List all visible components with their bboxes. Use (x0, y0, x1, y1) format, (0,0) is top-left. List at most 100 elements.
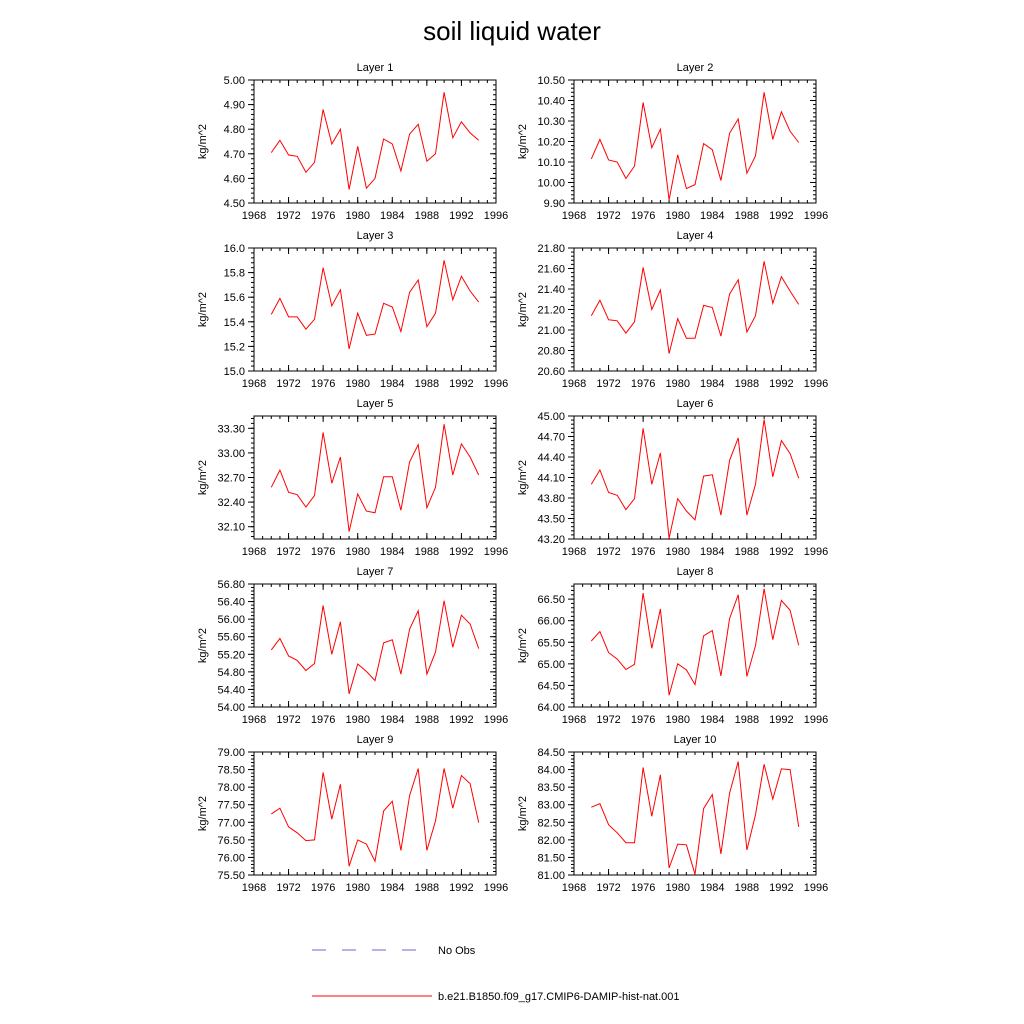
x-tick-label: 1980 (345, 210, 369, 222)
series-line (590, 419, 800, 539)
x-tick-label: 1992 (449, 714, 473, 726)
y-axis-label: kg/m^2 (197, 628, 209, 663)
x-tick-label: 1988 (415, 882, 439, 894)
series-line (590, 588, 800, 696)
x-tick-label: 1992 (449, 378, 473, 390)
y-tick-label: 15.8 (224, 268, 245, 280)
x-tick-label: 1996 (804, 546, 828, 558)
panel-layer-7: Layer 7 kg/m^2 1968 1972 1976 1980 1984 1988 199… (197, 566, 508, 726)
y-tick-label: 10.30 (537, 116, 565, 128)
y-tick-label: 66.00 (537, 616, 565, 628)
x-tick-label: 1992 (449, 210, 473, 222)
x-tick-label: 1976 (631, 714, 655, 726)
x-tick-label: 1996 (804, 378, 828, 390)
y-tick-label: 79.00 (217, 747, 245, 759)
x-tick-label: 1972 (276, 210, 300, 222)
y-tick-label: 43.20 (537, 534, 565, 546)
x-tick-label: 1996 (804, 210, 828, 222)
panel-layer-9: Layer 9 kg/m^2 1968 1972 1976 1980 1984 1988 199… (197, 734, 508, 894)
x-tick-label: 1968 (242, 210, 266, 222)
x-tick-label: 1972 (596, 546, 620, 558)
y-tick-label: 84.50 (537, 747, 565, 759)
x-tick-label: 1980 (345, 546, 369, 558)
x-tick-label: 1972 (276, 378, 300, 390)
x-tick-label: 1972 (596, 882, 620, 894)
y-axis-label: kg/m^2 (517, 124, 529, 159)
y-tick-label: 33.30 (217, 423, 245, 435)
x-tick-label: 1968 (562, 378, 586, 390)
y-tick-label: 56.00 (217, 614, 245, 626)
y-tick-label: 45.00 (537, 411, 565, 423)
series-line (591, 761, 800, 875)
y-tick-label: 54.40 (217, 684, 245, 696)
y-axis-label: kg/m^2 (197, 124, 209, 159)
y-tick-label: 44.70 (537, 432, 565, 444)
x-tick-label: 1980 (665, 210, 689, 222)
x-tick-label: 1984 (700, 882, 724, 894)
x-tick-label: 1984 (380, 378, 404, 390)
x-tick-label: 1980 (345, 882, 369, 894)
y-tick-label: 32.10 (217, 522, 245, 534)
x-tick-label: 1992 (449, 546, 473, 558)
x-tick-label: 1976 (631, 378, 655, 390)
panels: Layer 1 kg/m^2 1968 1972 1976 1980 1984 1988 199… (197, 62, 828, 894)
y-tick-label: 84.00 (537, 765, 565, 777)
x-tick-label: 1976 (311, 210, 335, 222)
panel-title: Layer 5 (357, 398, 394, 410)
panel-title: Layer 4 (677, 230, 714, 242)
y-tick-label: 64.00 (537, 702, 565, 714)
y-tick-label: 9.90 (544, 198, 565, 210)
y-tick-label: 77.50 (217, 800, 245, 812)
y-tick-label: 78.00 (217, 782, 245, 794)
x-tick-label: 1988 (735, 210, 759, 222)
x-tick-label: 1988 (415, 378, 439, 390)
y-tick-label: 4.50 (224, 198, 245, 210)
series-line (271, 768, 480, 867)
legend-label-model: b.e21.B1850.f09_g17.CMIP6-DAMIP-hist-nat… (438, 991, 680, 1003)
x-tick-label: 1980 (665, 882, 689, 894)
plot-frame (573, 583, 817, 708)
y-tick-label: 76.50 (217, 835, 245, 847)
x-tick-label: 1988 (415, 546, 439, 558)
x-tick-label: 1988 (735, 714, 759, 726)
series-line (270, 92, 480, 190)
y-tick-label: 66.50 (537, 594, 565, 606)
x-tick-label: 1996 (804, 882, 828, 894)
panel-title: Layer 9 (357, 734, 394, 746)
panel-title: Layer 8 (677, 566, 714, 578)
x-tick-label: 1972 (596, 378, 620, 390)
x-tick-label: 1968 (242, 714, 266, 726)
x-tick-label: 1996 (484, 714, 508, 726)
y-tick-label: 44.10 (537, 473, 565, 485)
y-tick-label: 4.80 (224, 124, 245, 136)
y-tick-label: 56.40 (217, 597, 245, 609)
x-tick-label: 1976 (311, 882, 335, 894)
y-tick-label: 10.00 (537, 178, 565, 190)
panel-title: Layer 10 (674, 734, 717, 746)
x-tick-label: 1972 (276, 546, 300, 558)
x-tick-label: 1996 (804, 714, 828, 726)
y-tick-label: 56.80 (217, 579, 245, 591)
panel-layer-8: Layer 8 kg/m^2 1968 1972 1976 1980 1984 1988 199… (517, 566, 828, 726)
y-tick-label: 65.50 (537, 637, 565, 649)
x-tick-label: 1996 (484, 210, 508, 222)
y-axis-label: kg/m^2 (197, 796, 209, 831)
y-axis-label: kg/m^2 (517, 628, 529, 663)
plot-frame (573, 247, 817, 372)
panel-layer-1: Layer 1 kg/m^2 1968 1972 1976 1980 1984 1988 199… (197, 62, 508, 222)
panel-layer-6: Layer 6 kg/m^2 1968 1972 1976 1980 1984 1988 199… (517, 398, 828, 558)
legend: No Obs b.e21.B1850.f09_g17.CMIP6-DAMIP-h… (312, 945, 680, 1003)
x-tick-label: 1992 (769, 714, 793, 726)
y-tick-label: 82.00 (537, 835, 565, 847)
y-tick-label: 43.50 (537, 514, 565, 526)
y-axis-label: kg/m^2 (197, 292, 209, 327)
plot-frame (573, 751, 817, 876)
x-tick-label: 1992 (769, 882, 793, 894)
y-tick-label: 20.60 (537, 366, 565, 378)
legend-label-no-obs: No Obs (438, 945, 476, 957)
x-tick-label: 1988 (415, 714, 439, 726)
x-tick-label: 1980 (665, 378, 689, 390)
y-tick-label: 83.00 (537, 800, 565, 812)
y-tick-label: 4.70 (224, 149, 245, 161)
